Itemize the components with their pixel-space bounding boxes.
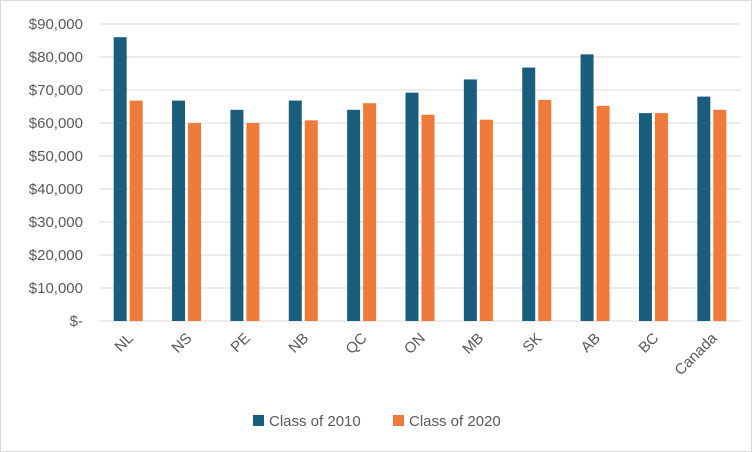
gridlines xyxy=(99,23,741,322)
y-tick-label: $20,000 xyxy=(29,247,83,264)
y-axis: $- $10,000 $20,000 $30,000 $40,000 $50,000 $60… xyxy=(29,16,83,330)
x-tick-label: Canada xyxy=(671,329,721,379)
bar-2010-qc xyxy=(347,109,361,321)
bar-2020-nl xyxy=(129,100,143,321)
bar-2020-sk xyxy=(538,99,552,322)
x-tick-label: AB xyxy=(578,330,604,356)
y-tick-label: $70,000 xyxy=(29,82,83,99)
bar-2020-bc xyxy=(654,113,668,321)
y-tick-label: $10,000 xyxy=(29,280,83,297)
bar-2020-on xyxy=(421,114,435,321)
bar-2010-sk xyxy=(522,67,536,321)
legend-swatch xyxy=(253,415,264,426)
bar-2010-ab xyxy=(580,54,594,322)
y-tick-label: $60,000 xyxy=(29,115,83,132)
bar-2020-pe xyxy=(246,123,260,321)
x-tick-label: ON xyxy=(401,330,429,358)
x-tick-label: NS xyxy=(169,330,196,357)
bar-2010-mb xyxy=(463,79,477,321)
bar-2010-pe xyxy=(230,109,244,321)
bar-2020-mb xyxy=(479,119,493,321)
bar-2020-ab xyxy=(596,105,610,321)
x-tick-label: PE xyxy=(228,330,254,356)
legend-label: Class of 2010 xyxy=(269,413,361,430)
y-tick-label: $80,000 xyxy=(29,49,83,66)
bar-2010-ns xyxy=(172,100,186,321)
legend-swatch xyxy=(393,415,404,426)
bar-2010-bc xyxy=(638,113,652,321)
bar-2010-canada xyxy=(697,96,711,321)
x-tick-label: SK xyxy=(519,330,545,356)
bar-2020-nb xyxy=(304,120,318,321)
bar-2020-ns xyxy=(188,123,202,321)
y-tick-label: $90,000 xyxy=(29,16,83,33)
bar-2010-nb xyxy=(288,100,302,321)
bar-2010-on xyxy=(405,92,419,321)
x-tick-label: QC xyxy=(343,330,371,358)
legend-label: Class of 2020 xyxy=(409,413,501,430)
bar-2020-qc xyxy=(363,103,377,321)
y-tick-label: $40,000 xyxy=(29,181,83,198)
x-axis: NL NS PE NB QC ON MB SK AB BC Canada xyxy=(111,329,721,379)
bars xyxy=(113,37,727,322)
x-tick-label: NB xyxy=(285,330,312,357)
x-tick-label: BC xyxy=(636,330,663,357)
y-tick-label: $30,000 xyxy=(29,214,83,231)
y-tick-label: $- xyxy=(70,313,83,330)
x-tick-label: MB xyxy=(459,330,487,358)
bar-2010-nl xyxy=(113,37,127,321)
bar-2020-canada xyxy=(713,109,727,321)
legend: Class of 2010 Class of 2020 xyxy=(253,413,501,430)
y-tick-label: $50,000 xyxy=(29,148,83,165)
x-tick-label: NL xyxy=(111,330,137,356)
